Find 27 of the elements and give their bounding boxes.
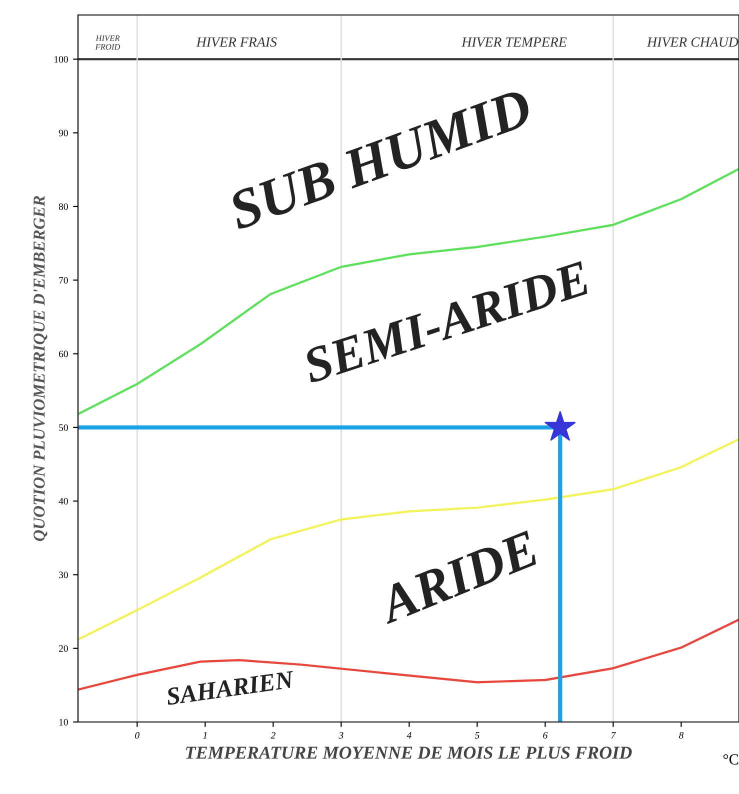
y-tick-label: 20 [58,645,68,652]
y-tick-label: 100 [54,56,68,63]
x-tick-label: 7 [611,732,616,738]
x-tick-label: 2 [270,732,276,738]
annotation: HIVER CHAUD [646,37,738,47]
y-tick-label: 30 [59,572,68,578]
text: °C [723,754,738,765]
y-tick-label: 60 [58,350,68,358]
y-tick-label: 10 [59,718,68,726]
y-tick-label: 80 [58,203,68,210]
y-tick-label: 70 [59,277,68,284]
annotation: HIVER FRAIS [196,37,277,47]
y-tick-label: 90 [58,130,68,136]
y-axis-title: QUOTION PLUVIOMETRIQUE D'EMBERGER [34,196,48,542]
x-tick-label: 8 [678,732,684,739]
x-tick-label: 5 [474,732,480,739]
annotation: HIVER TEMPERE [461,38,567,47]
annotation: HIVER FROID [95,35,120,50]
x-tick-label: 4 [406,732,412,738]
annotation: SAHARIEN [166,670,295,706]
x-tick-label: 6 [543,732,548,739]
x-tick-label: 3 [338,732,344,739]
y-tick-label: 50 [59,424,68,431]
x-tick-label: 0 [135,732,140,739]
x-tick-label: 1 [203,732,207,738]
x-axis-title: TEMPERATURE MOYENNE DE MOIS LE PLUS FROID [186,746,632,759]
y-tick-label: 40 [58,498,68,505]
